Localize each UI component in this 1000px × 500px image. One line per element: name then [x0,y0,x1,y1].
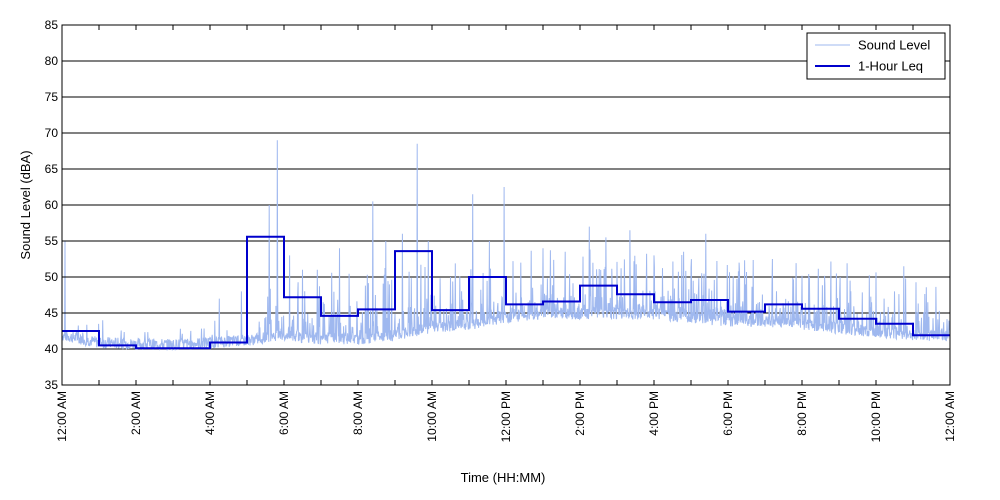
x-tick-label: 8:00 AM [351,391,365,435]
y-tick-label: 55 [45,234,59,248]
y-tick-label: 85 [45,18,59,32]
legend-label-sound-level: Sound Level [858,38,930,53]
legend-box [806,32,946,80]
x-tick-label: 6:00 AM [277,391,291,435]
y-tick-label: 65 [45,162,59,176]
y-tick-label: 60 [45,198,59,212]
y-tick-label: 50 [45,270,59,284]
x-tick-label: 12:00 AM [55,391,69,442]
y-tick-label: 40 [45,342,59,356]
y-tick-label: 80 [45,54,59,68]
y-tick-labels: 35 40 45 50 55 60 65 70 75 80 85 [45,18,59,392]
series-1-hour-leq [62,235,950,350]
y-tick-label: 45 [45,306,59,320]
x-tick-label: 2:00 AM [129,391,143,435]
y-tick-label: 75 [45,90,59,104]
series-sound-level [61,140,951,351]
y-axis-title: Sound Level (dBA) [18,150,33,259]
x-tick-label: 2:00 PM [573,391,587,436]
x-tick-labels: 12:00 AM 2:00 AM 4:00 AM 6:00 AM 8:00 AM 10:0… [55,391,957,442]
x-tick-label: 4:00 AM [203,391,217,435]
x-tick-label: 10:00 AM [425,391,439,442]
series-layer [61,140,951,351]
axis-ticks [61,24,951,386]
legend-label-1-hour-leq: 1-Hour Leq [858,59,923,74]
x-tick-label: 12:00 PM [499,391,513,442]
x-tick-label: 4:00 PM [647,391,661,436]
x-tick-label: 12:00 AM [943,391,957,442]
legend: Sound Level 1-Hour Leq [806,32,946,80]
x-tick-label: 6:00 PM [721,391,735,436]
x-tick-label: 8:00 PM [795,391,809,436]
y-tick-label: 70 [45,126,59,140]
y-tick-label: 35 [45,378,59,392]
x-tick-label: 10:00 PM [869,391,883,442]
x-axis-title: Time (HH:MM) [461,470,546,485]
